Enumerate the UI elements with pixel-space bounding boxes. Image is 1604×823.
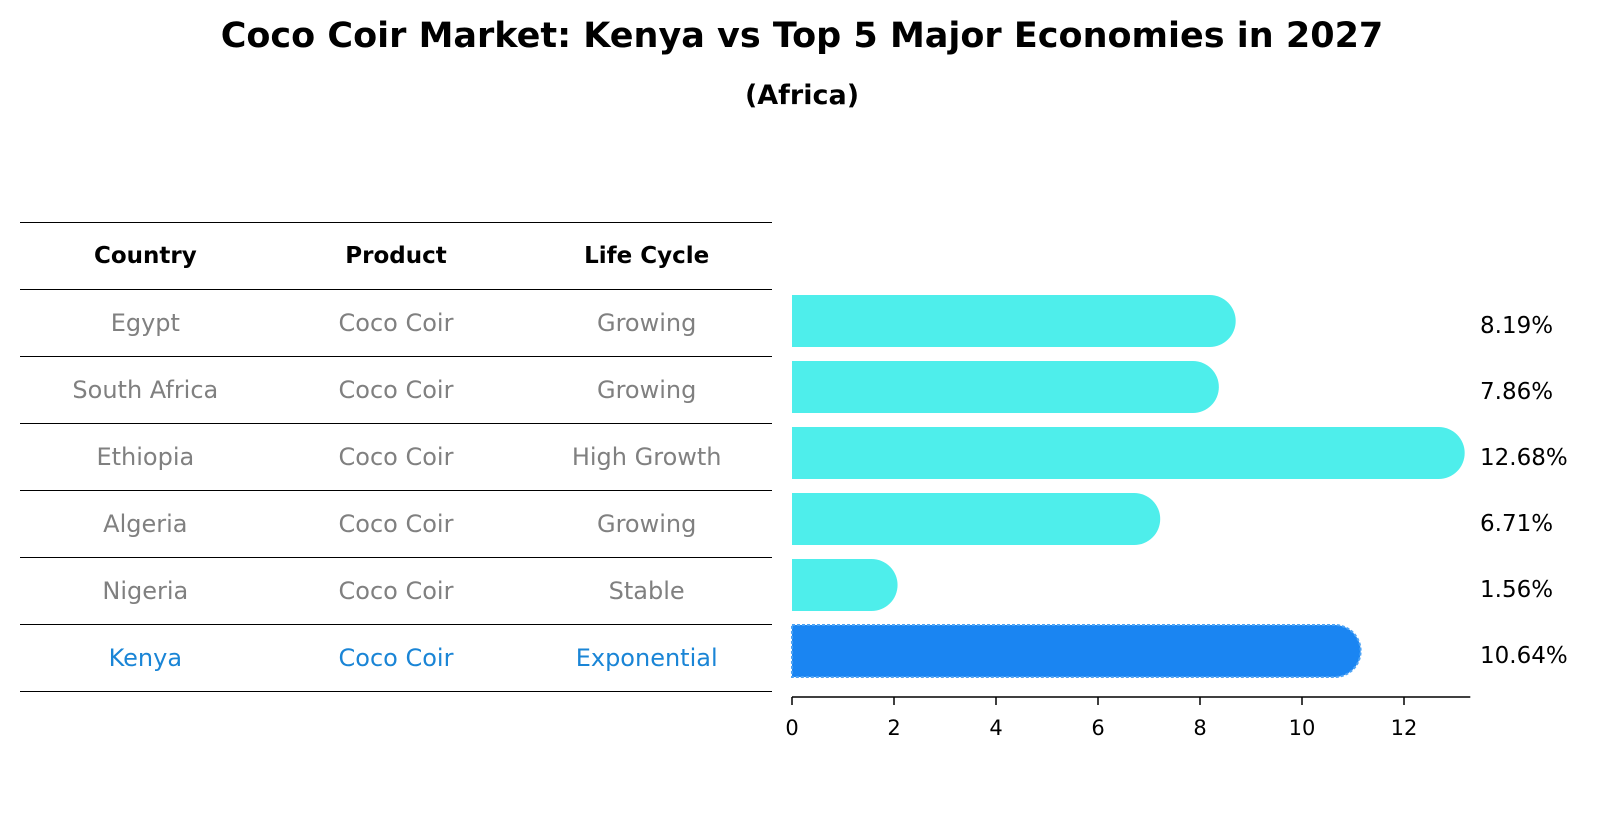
country-cell: Kenya	[108, 644, 183, 672]
header-life-cycle: Life Cycle	[584, 243, 710, 269]
table-row: South Africa Coco Coir Growing	[20, 356, 772, 423]
product-cell: Coco Coir	[338, 309, 454, 337]
life-cycle-cell: Stable	[608, 577, 685, 605]
bar-ethiopia	[792, 427, 1465, 479]
country-cell: Nigeria	[102, 577, 189, 605]
life-cycle-cell: Exponential	[575, 644, 718, 672]
country-cell: Algeria	[103, 510, 188, 538]
product-cell: Coco Coir	[338, 577, 454, 605]
bar-egypt	[792, 295, 1236, 347]
bar-value-label: 12.68%	[1480, 445, 1568, 471]
bar-value-label: 1.56%	[1480, 577, 1553, 603]
x-tick-label: 8	[1193, 716, 1206, 740]
product-cell: Coco Coir	[338, 376, 454, 404]
table-row: Algeria Coco Coir Growing	[20, 490, 772, 557]
x-tick-label: 10	[1289, 716, 1316, 740]
country-cell: Ethiopia	[96, 443, 195, 471]
x-tick-label: 6	[1091, 716, 1104, 740]
country-cell: South Africa	[72, 376, 219, 404]
bar-kenya	[791, 624, 1362, 678]
life-cycle-cell: Growing	[596, 309, 697, 337]
x-tick-label: 0	[785, 716, 798, 740]
table-row: Egypt Coco Coir Growing	[20, 289, 772, 356]
table-header-row: Country Product Life Cycle	[20, 222, 772, 289]
bar-algeria	[792, 493, 1161, 545]
x-tick-label: 12	[1391, 716, 1418, 740]
life-cycle-cell: Growing	[596, 510, 697, 538]
bar-value-label: 8.19%	[1480, 313, 1553, 339]
product-cell: Coco Coir	[338, 510, 454, 538]
product-cell: Coco Coir	[338, 443, 454, 471]
header-product: Product	[345, 243, 447, 269]
table-row: Nigeria Coco Coir Stable	[20, 557, 772, 624]
bar-value-label: 10.64%	[1480, 643, 1568, 669]
life-cycle-cell: High Growth	[571, 443, 722, 471]
country-table: Country Product Life Cycle Egypt Coco Co…	[20, 222, 772, 692]
table-row-highlight: Kenya Coco Coir Exponential	[20, 624, 772, 692]
life-cycle-cell: Growing	[596, 376, 697, 404]
table-row: Ethiopia Coco Coir High Growth	[20, 423, 772, 490]
country-cell: Egypt	[110, 309, 180, 337]
x-tick-label: 4	[989, 716, 1002, 740]
bar-value-label: 7.86%	[1480, 379, 1553, 405]
x-tick-label: 2	[887, 716, 900, 740]
bar-value-label: 6.71%	[1480, 511, 1553, 537]
product-cell: Coco Coir	[338, 644, 454, 672]
bar-south-africa	[792, 361, 1219, 413]
chart-title: Coco Coir Market: Kenya vs Top 5 Major E…	[220, 16, 1384, 56]
chart-subtitle: (Africa)	[744, 80, 860, 111]
header-country: Country	[93, 243, 197, 269]
bar-nigeria	[792, 559, 898, 611]
